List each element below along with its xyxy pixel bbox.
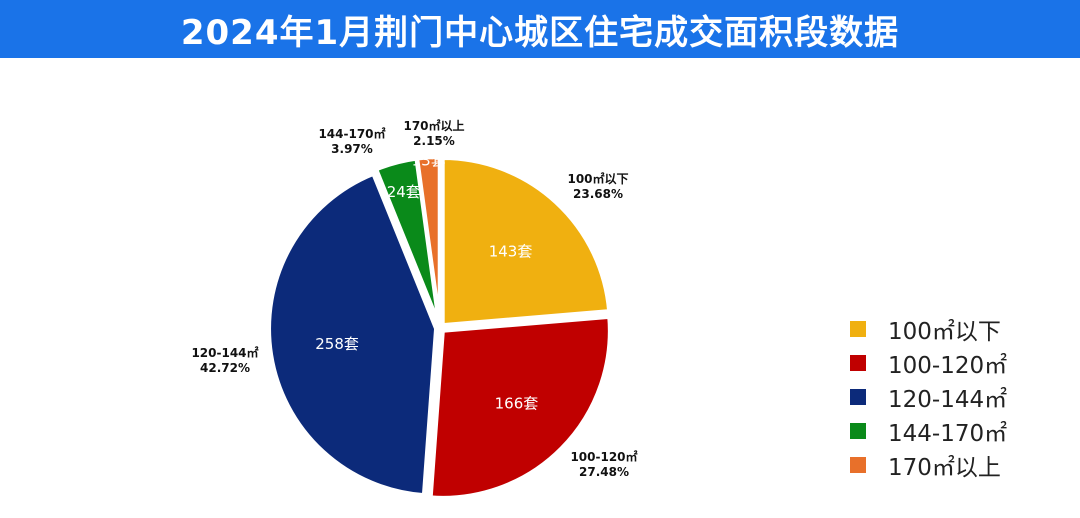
slice-percent-label: 23.68% (573, 187, 623, 201)
legend-swatch (850, 321, 866, 337)
legend-swatch (850, 457, 866, 473)
legend-swatch (850, 423, 866, 439)
pie-slice-over-170 (414, 155, 442, 325)
slice-category-label: 120-144㎡ (191, 345, 258, 360)
slice-value-label: 143套 (489, 242, 533, 260)
title-bar: 2024年1月荆门中心城区住宅成交面积段数据 (0, 0, 1080, 58)
slice-category-label: 170㎡以上 (403, 118, 464, 133)
legend-swatch (850, 355, 866, 371)
slice-percent-label: 2.15% (413, 134, 455, 148)
legend-label: 170㎡以上 (888, 455, 1001, 481)
pie-slice-under-100 (440, 156, 612, 328)
slice-percent-label: 3.97% (331, 142, 373, 156)
legend-item-over-170: 170㎡以上 (850, 448, 1070, 482)
slice-value-label: 258套 (315, 335, 359, 353)
slice-category-label: 100㎡以下 (567, 171, 628, 186)
legend-label: 120-144㎡ (888, 387, 1008, 413)
legend-item-under-100: 100㎡以下 (850, 312, 1070, 346)
chart-legend: 100㎡以下 100-120㎡ 120-144㎡ 144-170㎡ 170㎡以上 (850, 312, 1070, 482)
legend-item-144-170: 144-170㎡ (850, 414, 1070, 448)
legend-item-100-120: 100-120㎡ (850, 346, 1070, 380)
legend-label: 100-120㎡ (888, 353, 1008, 379)
legend-swatch (850, 389, 866, 405)
slice-percent-label: 27.48% (579, 465, 629, 479)
pie-slice-100-120 (428, 314, 612, 500)
slice-value-label: 166套 (495, 395, 539, 413)
pie-slice-120-144 (267, 171, 439, 498)
legend-label: 144-170㎡ (888, 421, 1008, 447)
slice-category-label: 144-170㎡ (318, 126, 385, 141)
legend-item-120-144: 120-144㎡ (850, 380, 1070, 414)
legend-label: 100㎡以下 (888, 319, 1001, 345)
chart-title: 2024年1月荆门中心城区住宅成交面积段数据 (180, 12, 900, 53)
slice-percent-label: 42.72% (200, 361, 250, 375)
slice-category-label: 100-120㎡ (570, 449, 637, 464)
slice-value-label: 24套 (387, 183, 421, 201)
slice-value-label: 13套 (412, 152, 446, 170)
